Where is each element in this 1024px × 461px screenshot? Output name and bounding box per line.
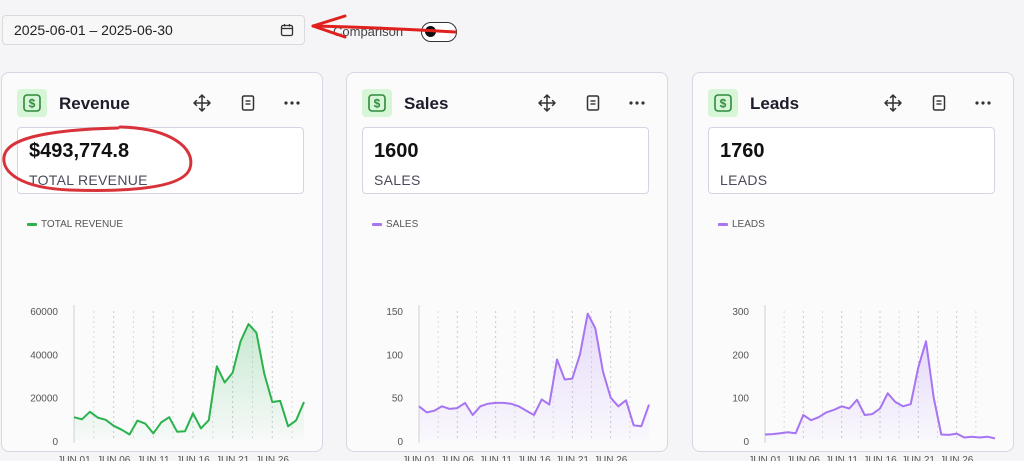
metric-value: 1600	[374, 140, 419, 162]
x-tick-label: JUN 21	[556, 455, 590, 461]
metric-box: 1600 SALES	[362, 127, 649, 194]
chart: 0 100 200 300 JUN 01 JUN 06 JUN 11 JUN 16 JUN 21…	[732, 305, 996, 461]
legend-label: LEADS	[732, 219, 765, 230]
card-header: $ Revenue	[17, 89, 310, 119]
y-tick-label: 40000	[30, 350, 58, 361]
chart-legend: TOTAL REVENUE	[27, 219, 123, 230]
metric-box: $493,774.8 TOTAL REVENUE	[17, 127, 304, 194]
move-icon[interactable]	[884, 94, 902, 112]
x-tick-label: JUN 21	[902, 455, 936, 461]
x-tick-label: JUN 06	[441, 455, 475, 461]
more-icon[interactable]	[283, 94, 301, 112]
series-line	[418, 312, 650, 428]
calendar-icon[interactable]	[280, 23, 294, 37]
metric-label: SALES	[374, 172, 421, 188]
more-icon[interactable]	[974, 94, 992, 112]
legend-swatch	[372, 223, 382, 226]
x-tick-label: JUN 16	[517, 455, 551, 461]
x-tick-label: JUN 16	[863, 455, 897, 461]
x-tick-label: JUN 11	[479, 455, 512, 461]
toggle-knob	[425, 26, 436, 37]
x-tick-label: JUN 11	[825, 455, 858, 461]
dollar-icon: $	[17, 89, 47, 117]
x-tick-label: JUN 01	[748, 455, 782, 461]
document-icon[interactable]	[584, 94, 602, 112]
card-title: Leads	[750, 94, 800, 113]
svg-text:$: $	[374, 97, 381, 111]
sales-card: $ Sales 1600 SALES SALES 0 50 100 150 JUN 01 J…	[346, 72, 668, 461]
comparison-toggle[interactable]	[421, 22, 457, 42]
card-title: Revenue	[59, 94, 130, 113]
x-tick-label: JUN 26	[594, 455, 628, 461]
y-tick-label: 0	[52, 437, 58, 448]
x-tick-label: JUN 26	[940, 455, 974, 461]
y-tick-label: 300	[732, 307, 749, 318]
y-tick-label: 20000	[30, 394, 58, 405]
card-header: $ Sales	[362, 89, 655, 119]
legend-swatch	[27, 223, 37, 226]
y-tick-label: 100	[732, 394, 749, 405]
x-tick-label: JUN 26	[256, 455, 290, 461]
leads-card: $ Leads 1760 LEADS LEADS 0 100 200 300 JUN 01…	[692, 72, 1014, 461]
comparison-label: Comparison	[333, 24, 404, 39]
move-icon[interactable]	[193, 94, 211, 112]
revenue-card: $ Revenue $493,774.8 TOTAL REVENUE TOTAL…	[1, 72, 323, 461]
move-icon[interactable]	[538, 94, 556, 112]
series-area	[765, 341, 995, 441]
series-line	[73, 323, 305, 436]
legend-label: TOTAL REVENUE	[41, 219, 124, 230]
y-tick-label: 200	[732, 350, 749, 361]
x-tick-label: JUN 01	[402, 455, 436, 461]
chart-legend: SALES	[372, 219, 418, 230]
y-tick-label: 100	[386, 350, 403, 361]
x-tick-label: JUN 06	[787, 455, 821, 461]
y-tick-label: 150	[386, 307, 403, 318]
date-range-picker[interactable]: 2025-06-01 – 2025-06-30	[2, 15, 305, 45]
y-tick-label: 0	[743, 437, 749, 448]
x-tick-label: JUN 16	[176, 455, 210, 461]
legend-label: SALES	[386, 219, 419, 230]
metric-box: 1760 LEADS	[708, 127, 995, 194]
series-area	[419, 313, 649, 441]
svg-text:$: $	[720, 97, 727, 111]
dollar-icon: $	[362, 89, 392, 117]
svg-text:$: $	[29, 97, 36, 111]
series-area	[74, 324, 304, 441]
chart-legend: LEADS	[718, 219, 765, 230]
x-tick-label: JUN 21	[216, 455, 250, 461]
metric-value: 1760	[720, 140, 765, 162]
date-range-text: 2025-06-01 – 2025-06-30	[14, 22, 173, 38]
legend-swatch	[718, 223, 728, 226]
metric-value: $493,774.8	[29, 140, 130, 162]
document-icon[interactable]	[239, 94, 257, 112]
card-title: Sales	[404, 94, 449, 113]
chart: 0 50 100 150 JUN 01 JUN 06 JUN 11 JUN 16 JUN 21 J…	[386, 305, 650, 461]
x-tick-label: JUN 01	[57, 455, 91, 461]
y-tick-label: 0	[397, 437, 403, 448]
x-tick-label: JUN 06	[97, 455, 131, 461]
x-tick-label: JUN 11	[137, 455, 170, 461]
y-tick-label: 50	[392, 394, 404, 405]
metric-label: LEADS	[720, 172, 768, 188]
dollar-icon: $	[708, 89, 738, 117]
y-tick-label: 60000	[30, 307, 58, 318]
document-icon[interactable]	[930, 94, 948, 112]
more-icon[interactable]	[628, 94, 646, 112]
metric-label: TOTAL REVENUE	[29, 172, 148, 188]
chart: 0 20000 40000 60000 JUN 01 JUN 06 JUN 11 JUN 16…	[30, 305, 305, 461]
card-header: $ Leads	[708, 89, 1001, 119]
